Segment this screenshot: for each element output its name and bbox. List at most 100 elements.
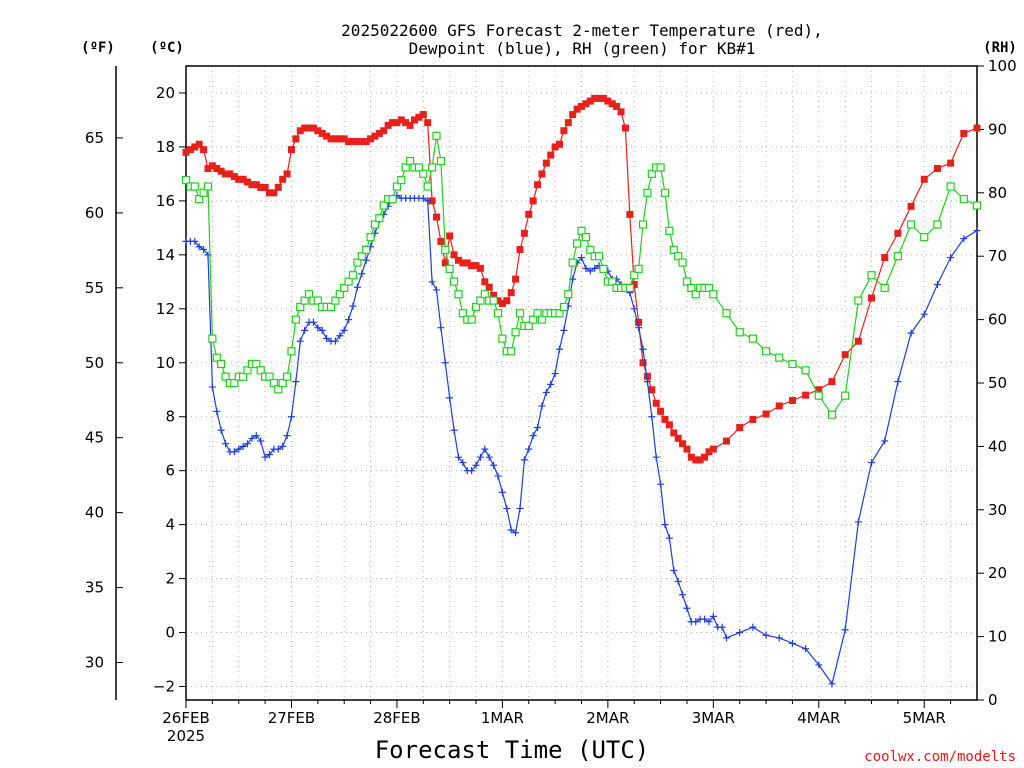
series-temperature (182, 94, 981, 464)
dewpoint-point (692, 618, 700, 626)
series-rh (181, 131, 982, 419)
credit-link[interactable]: coolwx.com/modelts (864, 749, 1016, 765)
x-axis-title: Forecast Time (UTC) (375, 736, 650, 764)
dewpoint-point (749, 623, 757, 631)
rh-unit-label: (RH) (983, 40, 1017, 56)
temperature-point (279, 175, 287, 183)
dewpoint-point (683, 604, 691, 612)
temperature-point (578, 102, 585, 110)
temperature-point (301, 124, 309, 132)
rh-point (564, 290, 573, 299)
temperature-point (709, 445, 717, 453)
dewpoint-point (920, 310, 928, 318)
dewpoint-point (459, 459, 467, 467)
rh-point (195, 195, 204, 204)
rh-point (313, 296, 322, 305)
rh-point (555, 309, 564, 318)
dewpoint-point (208, 383, 216, 391)
temperature-point (472, 262, 480, 270)
fahrenheit-tick-label: 30 (85, 654, 104, 672)
temperature-point (327, 135, 335, 143)
rh-point (704, 283, 714, 292)
dewpoint-point (432, 286, 440, 294)
rh-point (256, 366, 265, 375)
rh-point (972, 201, 982, 210)
dewpoint-point (705, 618, 713, 626)
dewpoint-point (239, 442, 247, 450)
dewpoint-point (960, 235, 968, 243)
temperature-point (432, 213, 440, 221)
temperature-point (723, 437, 731, 445)
rh-point (880, 283, 889, 292)
rh-point (300, 296, 309, 305)
dewpoint-point (534, 424, 542, 432)
temperature-point (551, 143, 559, 151)
rh-tick-label: 0 (988, 691, 998, 709)
rh-point (493, 309, 503, 318)
temperature-point (296, 127, 304, 135)
temperature-point (854, 337, 862, 345)
celsius-tick-label: −2 (153, 678, 175, 696)
temperature-point (305, 124, 313, 132)
temperature-point (318, 129, 326, 137)
rh-point (533, 309, 542, 318)
temperature-point (204, 165, 212, 173)
temperature-point (569, 111, 577, 119)
fahrenheit-tick-label: 65 (85, 129, 104, 147)
temperature-point (494, 297, 502, 305)
fahrenheit-unit-label: (ºF) (81, 40, 115, 56)
dewpoint-point (591, 264, 599, 272)
temperature-point (397, 116, 405, 124)
dewpoint-point (274, 445, 282, 453)
celsius-tick-label: 18 (156, 138, 175, 156)
rh-point (489, 296, 498, 305)
dewpoint-point (446, 394, 454, 402)
dewpoint-point (736, 629, 744, 637)
temperature-point (529, 197, 537, 205)
fahrenheit-tick-label: 55 (85, 279, 104, 297)
rh-point (230, 378, 239, 388)
x-tick-sublabel: 2025 (167, 727, 205, 745)
rh-point (278, 378, 287, 388)
series-line (185, 97, 978, 461)
temperature-point (331, 135, 339, 143)
temperature-point (802, 391, 810, 399)
rh-point (287, 347, 296, 356)
dewpoint-point (630, 305, 638, 313)
x-tick-label: 27FEB (268, 709, 315, 727)
rh-point (239, 372, 248, 381)
dewpoint-point (244, 440, 252, 448)
rh-tick-label: 80 (988, 184, 1007, 202)
temperature-point (287, 146, 295, 154)
axes: −2 0 2 4 6 8 10 12 14 16 18 20 30 35 40 45 50 55 60 65 0 10 20… (85, 57, 1017, 745)
dewpoint-point (494, 472, 502, 480)
temperature-point (604, 97, 612, 105)
rh-point (476, 296, 485, 305)
temperature-point (613, 102, 621, 110)
dewpoint-point (257, 437, 265, 445)
temperature-point (265, 189, 273, 197)
temperature-point (389, 119, 397, 127)
dewpoint-point (454, 453, 462, 461)
dewpoint-point (556, 345, 564, 353)
temperature-point (463, 259, 471, 267)
series-line (185, 135, 978, 416)
temperature-point (657, 407, 665, 415)
rh-point (335, 290, 344, 299)
rh-point (524, 321, 533, 331)
temperature-point (358, 138, 366, 146)
rh-point (854, 296, 863, 305)
celsius-tick-label: 20 (156, 84, 175, 102)
rh-point (379, 201, 388, 210)
rh-point (515, 309, 525, 318)
temperature-point (393, 119, 401, 127)
temperature-point (881, 254, 889, 262)
dewpoint-point (428, 278, 436, 286)
temperature-point (226, 170, 234, 178)
dewpoint-point (841, 626, 849, 634)
rh-point (282, 372, 292, 381)
rh-point (660, 188, 670, 197)
rh-point (274, 385, 283, 394)
rh-point (304, 290, 314, 299)
temperature-point (674, 434, 682, 442)
